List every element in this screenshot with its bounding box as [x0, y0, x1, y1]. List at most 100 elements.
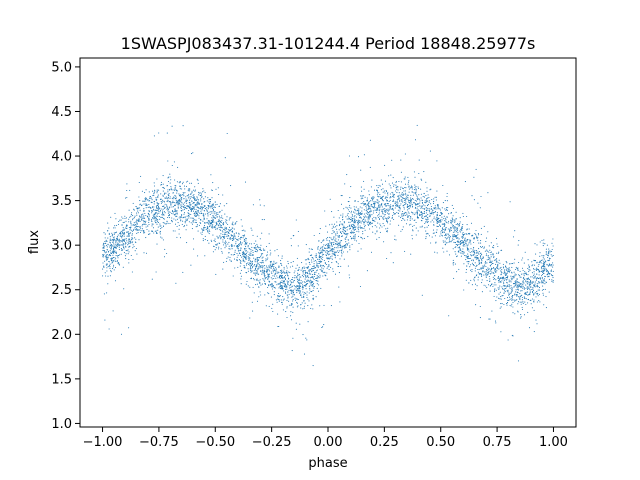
- data-point: [114, 280, 117, 282]
- data-point: [425, 181, 427, 183]
- data-point: [520, 314, 522, 316]
- data-point: [322, 272, 324, 274]
- data-point: [148, 217, 150, 219]
- data-point: [480, 233, 482, 235]
- data-point: [480, 240, 482, 242]
- data-point: [119, 244, 121, 246]
- data-point: [363, 154, 365, 156]
- data-point: [200, 222, 202, 225]
- data-point: [229, 259, 231, 261]
- data-point: [159, 230, 162, 232]
- data-point: [174, 230, 176, 232]
- data-point: [425, 233, 427, 235]
- data-point: [176, 212, 178, 214]
- data-point: [210, 207, 212, 209]
- data-point: [207, 208, 209, 210]
- data-point: [473, 241, 475, 244]
- data-point: [305, 292, 307, 294]
- data-point: [312, 265, 314, 268]
- data-point: [166, 204, 168, 206]
- data-point: [462, 234, 464, 236]
- data-point: [225, 231, 228, 233]
- data-point: [197, 201, 199, 203]
- data-point: [188, 193, 190, 195]
- data-point: [154, 230, 156, 232]
- data-point: [104, 245, 106, 247]
- data-point: [239, 241, 242, 243]
- data-point: [384, 208, 386, 210]
- data-point: [442, 223, 444, 225]
- data-point: [215, 225, 217, 227]
- data-point: [465, 240, 467, 242]
- data-point: [282, 282, 284, 284]
- data-point: [328, 245, 330, 247]
- data-point: [262, 265, 264, 267]
- data-point: [407, 215, 409, 217]
- data-point: [253, 272, 255, 274]
- data-point: [126, 231, 129, 233]
- data-point: [271, 272, 273, 274]
- data-point: [462, 236, 464, 238]
- data-point: [441, 219, 443, 221]
- data-point: [490, 263, 492, 265]
- data-point: [264, 249, 266, 251]
- data-point: [362, 233, 364, 235]
- data-point: [143, 220, 145, 222]
- data-point: [464, 254, 466, 257]
- data-point: [292, 300, 294, 302]
- data-point: [211, 224, 213, 226]
- data-point: [543, 304, 545, 306]
- data-point: [123, 228, 125, 230]
- data-point: [470, 269, 472, 271]
- data-point: [222, 217, 224, 219]
- data-point: [286, 273, 288, 275]
- data-point: [172, 206, 174, 208]
- data-point: [186, 205, 188, 207]
- data-point: [529, 294, 531, 296]
- data-point: [188, 196, 190, 198]
- data-point: [136, 226, 138, 228]
- data-point: [512, 306, 514, 308]
- data-point: [536, 273, 538, 275]
- data-point: [310, 307, 312, 309]
- data-point: [410, 201, 412, 203]
- data-point: [243, 229, 245, 231]
- data-point: [122, 238, 124, 240]
- data-point: [378, 205, 380, 207]
- data-point: [473, 199, 475, 201]
- data-point: [270, 286, 272, 288]
- data-point: [120, 232, 122, 234]
- data-point: [360, 213, 363, 215]
- data-point: [477, 258, 479, 260]
- data-point: [516, 286, 518, 288]
- data-point: [315, 254, 317, 256]
- data-point: [530, 303, 532, 305]
- data-point: [348, 224, 350, 226]
- data-point: [353, 211, 355, 213]
- data-point: [197, 206, 200, 208]
- data-point: [186, 215, 188, 217]
- data-point: [252, 277, 255, 280]
- data-point: [151, 212, 153, 214]
- data-point: [522, 285, 524, 287]
- data-point: [551, 250, 553, 252]
- data-point: [270, 277, 272, 279]
- data-point: [344, 183, 346, 185]
- data-point: [385, 228, 387, 230]
- data-point: [212, 182, 214, 184]
- data-point: [123, 229, 125, 231]
- data-point: [440, 231, 442, 233]
- data-point: [407, 176, 409, 178]
- data-point: [339, 242, 341, 244]
- data-point: [376, 211, 378, 213]
- data-point: [363, 217, 365, 219]
- data-point: [248, 257, 250, 259]
- data-point: [498, 251, 500, 253]
- data-point: [522, 257, 524, 259]
- data-point: [425, 195, 427, 197]
- data-point: [501, 268, 503, 271]
- data-point: [436, 231, 438, 233]
- data-point: [374, 209, 376, 211]
- data-point: [514, 294, 516, 296]
- data-point: [390, 208, 392, 210]
